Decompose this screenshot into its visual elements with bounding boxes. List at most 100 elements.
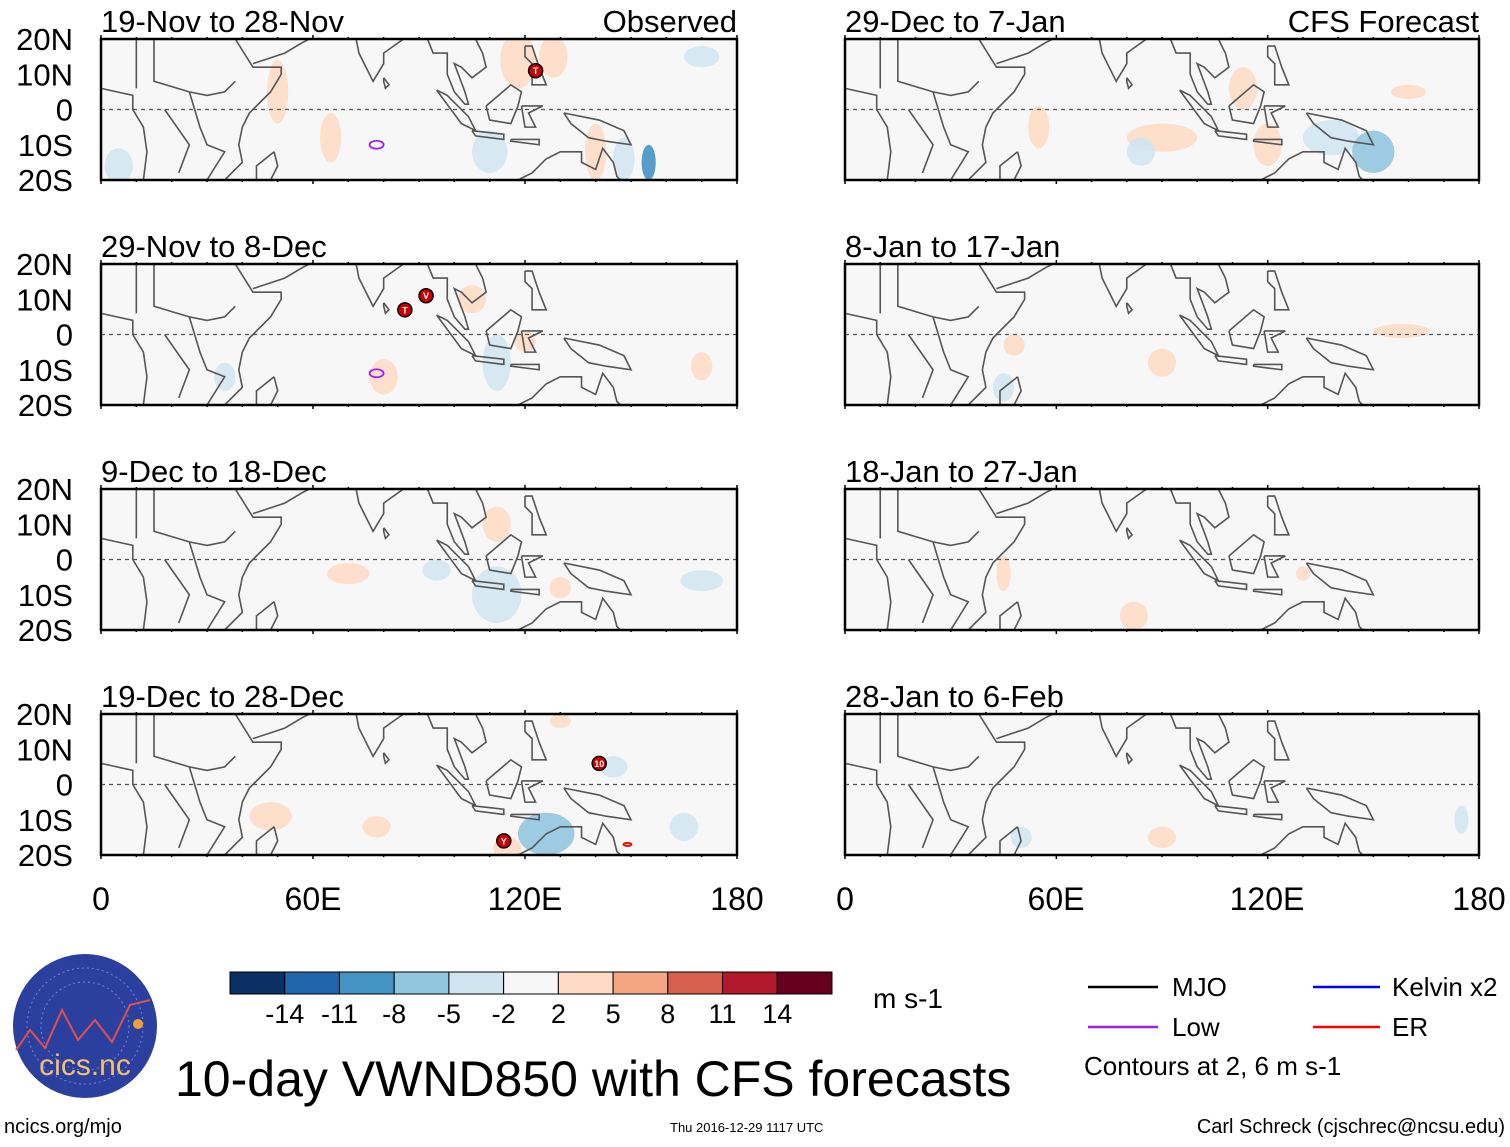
coastline <box>996 714 1054 740</box>
coastline <box>153 489 236 547</box>
anomaly-shading <box>104 148 133 180</box>
lon-label: 0 <box>92 881 110 917</box>
anomaly-shading <box>482 506 511 542</box>
cics-logo: cics.nc <box>13 954 157 1098</box>
coastline <box>967 39 1026 180</box>
coastline <box>845 87 892 180</box>
coastline <box>897 489 980 547</box>
colorbar-label: -2 <box>492 999 516 1029</box>
colorbar: -14 -11 -8 -5 -2 2 5 8 11 14 <box>229 971 833 1029</box>
legend: MJO Kelvin x2 Low ER Contours at 2, 6 m … <box>1084 972 1498 1081</box>
coastline <box>510 363 540 371</box>
anomaly-shading <box>1003 334 1025 356</box>
contour-low <box>368 368 385 379</box>
coastline <box>255 601 279 630</box>
contour-er <box>622 842 633 847</box>
anomaly-shading <box>362 816 391 838</box>
coastline <box>426 39 488 106</box>
coastline <box>996 489 1054 515</box>
storm-label: 10 <box>594 759 604 769</box>
colorbar-label: -5 <box>437 999 461 1029</box>
anomaly-shading <box>320 113 342 163</box>
coastline <box>897 264 980 322</box>
anomaly-shading <box>1295 566 1310 581</box>
logo-text: cics.nc <box>39 1049 131 1082</box>
anomaly-shading <box>472 566 522 623</box>
coastline <box>1305 337 1375 371</box>
lat-label: 20N <box>16 247 73 282</box>
anomaly-shading <box>500 39 536 89</box>
colorbar-label: 14 <box>762 999 792 1029</box>
coastline <box>996 39 1054 65</box>
coastline <box>1228 83 1266 125</box>
storm-label: Y <box>501 836 507 846</box>
anomaly-shading <box>539 39 568 78</box>
coastline <box>845 537 892 630</box>
contour-note: Contours at 2, 6 m s-1 <box>1084 1051 1341 1081</box>
lon-label: 120E <box>488 881 563 917</box>
colorbar-swatch <box>448 971 505 995</box>
coastline <box>1252 588 1283 596</box>
map-panel: 18-Jan to 27-Jan <box>843 454 1481 634</box>
coastline <box>1305 787 1375 821</box>
anomaly-shading <box>996 555 1011 592</box>
coastline <box>1258 821 1364 855</box>
coastline <box>999 601 1022 630</box>
coastline <box>153 714 236 772</box>
map-background <box>101 714 737 855</box>
coastline <box>932 91 970 180</box>
map-background <box>101 489 737 630</box>
colorbar-label: 5 <box>606 999 621 1029</box>
coastline <box>101 762 148 855</box>
anomaly-shading <box>327 563 370 585</box>
map-panel: 29-Dec to 7-Jan CFS Forecast <box>843 4 1481 184</box>
coastline <box>485 533 523 575</box>
coastline <box>485 758 523 800</box>
coastline <box>485 83 523 125</box>
coastline <box>1258 146 1364 180</box>
legend-label-low: Low <box>1172 1012 1220 1042</box>
coastline <box>1258 371 1364 405</box>
coastline <box>524 495 548 536</box>
anomaly-shading <box>641 144 656 180</box>
anomaly-shading <box>1010 826 1032 848</box>
anomaly-shading <box>369 359 398 395</box>
colorbar-label: -8 <box>382 999 406 1029</box>
coastline <box>967 714 1026 855</box>
source-url: ncics.org/mjo <box>4 1116 122 1138</box>
coastline <box>252 39 310 65</box>
coastline <box>355 39 405 83</box>
coastline <box>1263 105 1286 128</box>
coastline <box>520 105 544 128</box>
coastline <box>1098 264 1148 308</box>
lon-label: 60E <box>285 881 342 917</box>
coastline <box>355 714 405 758</box>
lat-label: 20S <box>18 163 73 198</box>
coastline <box>524 45 548 86</box>
anomaly-shading <box>1352 130 1395 173</box>
colorbar-swatch <box>229 971 286 995</box>
coastline <box>996 264 1054 290</box>
coastline <box>224 39 283 180</box>
lon-axis-left: 0 60E 120E 180 <box>92 881 764 917</box>
coastline <box>163 334 191 399</box>
coastline <box>563 112 633 146</box>
coastline <box>255 376 279 405</box>
lat-label: 20S <box>18 838 73 873</box>
coastline <box>426 264 488 331</box>
coastline <box>224 489 283 630</box>
lat-label: 10S <box>18 353 73 388</box>
lat-label: 20S <box>18 613 73 648</box>
coastline <box>153 264 236 322</box>
lon-label: 180 <box>710 881 763 917</box>
coastline <box>188 316 226 405</box>
coastline <box>907 334 934 399</box>
coastline <box>1263 330 1286 353</box>
colorbar-label: -11 <box>321 999 358 1029</box>
coastline <box>907 109 934 174</box>
coastline <box>1214 804 1248 816</box>
lon-label: 0 <box>836 881 854 917</box>
